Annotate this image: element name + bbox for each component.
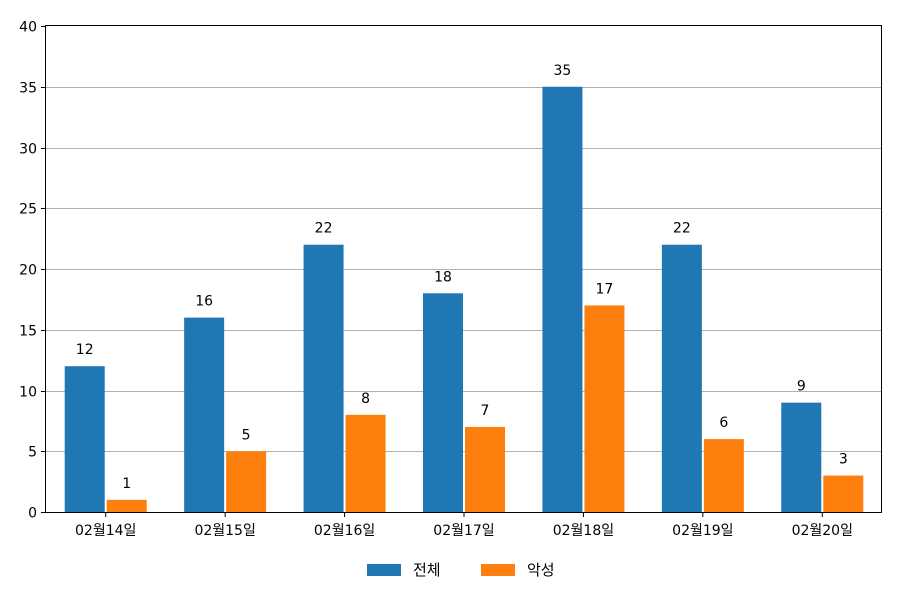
data-label-series-0: 9 [797, 379, 806, 395]
data-label-series-1: 1 [122, 476, 131, 492]
data-labels: 12 1 16 5 22 8 18 7 35 17 22 6 9 3 [76, 63, 848, 492]
bar-series-1 [703, 439, 744, 512]
bar-series-0 [303, 244, 344, 512]
data-label-series-0: 22 [315, 221, 333, 237]
data-label-series-1: 6 [719, 415, 728, 431]
y-tick-label: 10 [19, 385, 37, 401]
y-tick-label: 15 [19, 324, 37, 340]
y-tick-label: 40 [19, 20, 37, 36]
bar-series-0 [184, 317, 225, 512]
data-label-series-0: 12 [76, 342, 94, 358]
legend-label: 전체 [413, 561, 441, 579]
bars [64, 86, 864, 512]
legend-label: 악성 [527, 561, 555, 579]
x-tick-label: 02월15일 [194, 523, 255, 539]
data-label-series-0: 35 [554, 63, 572, 79]
bar-series-1 [106, 499, 147, 512]
x-tick-label: 02월19일 [672, 523, 733, 539]
y-axis: 0 5 10 15 20 25 30 35 40 [19, 20, 46, 522]
data-label-series-1: 7 [481, 403, 490, 419]
bar-series-1 [584, 305, 625, 512]
bar-series-0 [423, 293, 463, 512]
legend-swatch [481, 564, 515, 576]
data-label-series-0: 22 [673, 221, 691, 237]
x-tick-label: 02월18일 [553, 523, 614, 539]
y-tick-label: 0 [28, 506, 37, 522]
x-tick-label: 02월17일 [433, 523, 494, 539]
x-axis: 02월14일 02월15일 02월16일 02월17일 02월18일 02월19일 02월2… [75, 512, 853, 539]
bar-series-1 [226, 451, 267, 512]
bar-series-0 [661, 244, 702, 512]
data-label-series-1: 17 [596, 281, 614, 297]
y-tick-label: 5 [28, 445, 37, 461]
data-label-series-0: 16 [195, 294, 213, 310]
data-label-series-1: 8 [361, 391, 370, 407]
bar-series-0 [781, 402, 822, 512]
data-label-series-1: 3 [839, 452, 848, 468]
x-tick-label: 02월14일 [75, 523, 136, 539]
bar-series-0 [542, 86, 583, 512]
data-label-series-0: 18 [434, 269, 452, 285]
y-tick-label: 25 [19, 202, 37, 218]
gridlines [46, 87, 882, 452]
y-tick-label: 20 [19, 263, 37, 279]
legend-swatch [367, 564, 401, 576]
x-tick-label: 02월16일 [314, 523, 375, 539]
bar-series-0 [64, 366, 105, 512]
y-tick-label: 30 [19, 142, 37, 158]
data-label-series-1: 5 [242, 427, 251, 443]
y-tick-label: 35 [19, 81, 37, 97]
x-tick-label: 02월20일 [792, 523, 853, 539]
bar-series-1 [823, 475, 864, 512]
bar-series-1 [465, 426, 505, 512]
legend: 전체 악성 [367, 561, 555, 579]
bar-series-1 [345, 414, 386, 512]
